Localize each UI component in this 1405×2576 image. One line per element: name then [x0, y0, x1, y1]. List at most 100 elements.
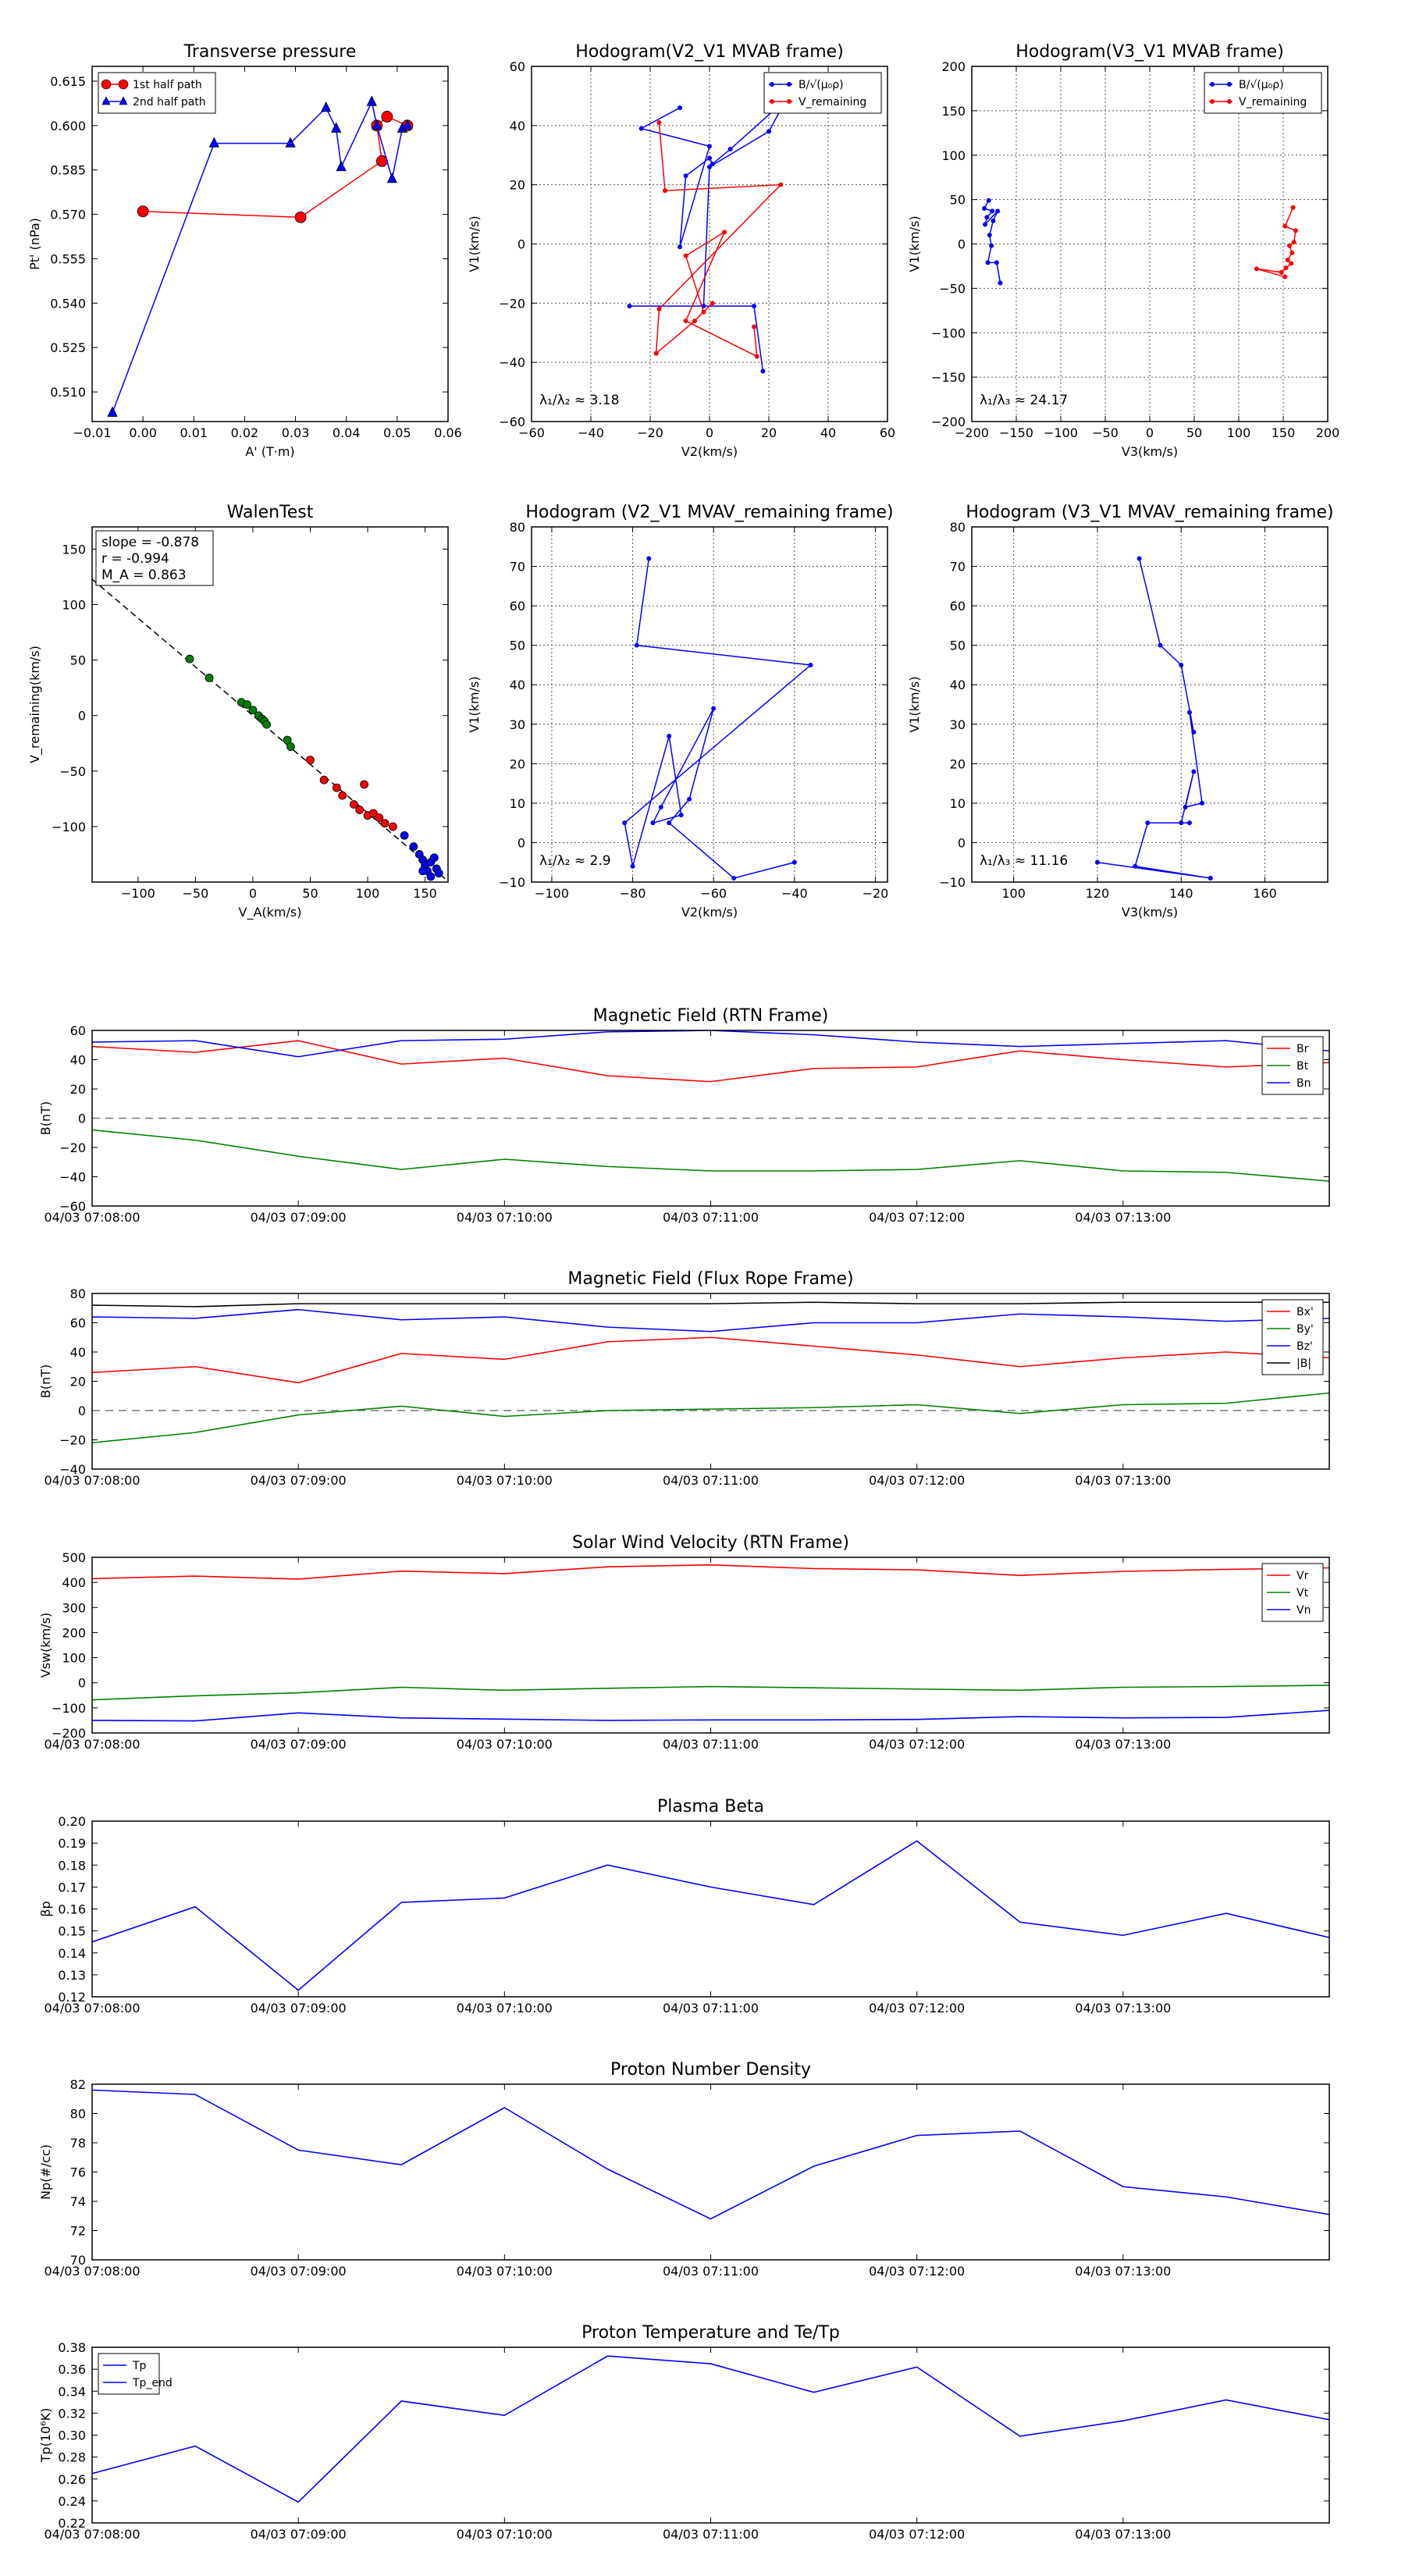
- legend-label: B/√(μ₀ρ): [1239, 79, 1284, 91]
- data-point-group2: [306, 756, 315, 764]
- legend-label: Vn: [1297, 1604, 1311, 1617]
- series-line-2nd half path: [112, 100, 408, 413]
- y-tick-label: 0.540: [50, 296, 86, 311]
- chart-proton_temperature: Proton Temperature and Te/Tp 04/03 07:08:…: [38, 2323, 1330, 2542]
- y-tick-label: 300: [62, 1600, 86, 1615]
- data-point-V: [687, 796, 692, 802]
- legend-marker: [1210, 99, 1215, 104]
- data-point-V_remaining: [683, 253, 688, 258]
- legend-label: |B|: [1297, 1357, 1311, 1370]
- plot-area: [92, 1564, 1329, 1722]
- y-tick-label: −40: [499, 355, 525, 370]
- y-axis-label: B(nT): [38, 1364, 53, 1398]
- x-tick-label: 04/03 07:11:00: [663, 2264, 759, 2279]
- x-tick-label: 04/03 07:08:00: [44, 1210, 140, 1225]
- data-point-B/√(μ₀ρ): [707, 155, 712, 161]
- x-tick-label: 100: [1227, 425, 1251, 440]
- chart-proton_number_density: Proton Number Density 04/03 07:08:00 04/03…: [38, 2060, 1330, 2279]
- x-tick-label: 04/03 07:13:00: [1075, 1473, 1171, 1488]
- y-tick-label: 100: [62, 1651, 86, 1666]
- y-tick-label: 70: [70, 2253, 86, 2268]
- x-tick-label: 50: [302, 886, 318, 901]
- data-point-group2: [355, 806, 365, 814]
- data-point-V: [1186, 710, 1192, 715]
- data-point-V_remaining: [692, 318, 697, 324]
- y-tick-label: 0.615: [50, 74, 86, 89]
- y-tick-label: 150: [62, 542, 86, 557]
- data-point-V_remaining: [754, 354, 759, 359]
- x-tick-label: 04/03 07:12:00: [869, 1737, 965, 1752]
- series-line-V_remaining: [655, 122, 783, 358]
- data-point-group1: [283, 735, 292, 745]
- chart-solar_wind_velocity: Solar Wind Velocity (RTN Frame) 04/03 07:…: [38, 1533, 1330, 1752]
- series-line-1st half path: [143, 116, 408, 219]
- y-tick-label: −10: [939, 875, 966, 890]
- y-tick-label: −100: [931, 326, 966, 340]
- x-tick-label: 04/03 07:11:00: [663, 1210, 759, 1225]
- data-point-group1: [286, 742, 295, 751]
- legend-box: [1261, 1563, 1324, 1622]
- legend-label: 1st half path: [133, 79, 202, 91]
- y-tick-label: 10: [950, 796, 966, 811]
- y-tick-label: 0.24: [58, 2494, 86, 2509]
- x-tick-label: −100: [535, 886, 569, 901]
- y-tick-label: 0.18: [58, 1858, 86, 1873]
- x-tick-label: 04/03 07:12:00: [869, 1210, 965, 1225]
- y-tick-label: 0: [518, 835, 525, 850]
- data-point-V: [1191, 729, 1197, 735]
- chart-hodogram_v3_v1_mvab: Hodogram(V3_V1 MVAB frame) −200 −150 −100 −5…: [907, 42, 1339, 459]
- axes-frame: [91, 1293, 1330, 1470]
- chart-walen_test: WalenTest −100 −50 0 50 100 150 −100 −50 0 50 100 15…: [27, 503, 449, 920]
- x-axis-label: V2(km/s): [681, 905, 738, 920]
- y-tick-label: −200: [52, 1726, 86, 1741]
- data-point-V_remaining: [683, 318, 688, 324]
- data-point-V_remaining: [1283, 265, 1289, 271]
- plot-area: [92, 2089, 1329, 2220]
- data-point-2nd half path: [386, 172, 397, 183]
- x-tick-label: 04/03 07:08:00: [44, 1737, 140, 1752]
- legend: B/√(μ₀ρ) V_remaining: [1204, 72, 1322, 114]
- data-point-V_remaining: [778, 182, 784, 187]
- data-point-V_remaining: [653, 350, 659, 356]
- x-tick-label: −150: [999, 425, 1033, 440]
- data-point-B/√(μ₀ρ): [987, 233, 992, 238]
- axes-frame: [91, 66, 449, 422]
- series-line-V: [624, 558, 813, 879]
- data-point-V: [667, 733, 672, 738]
- y-axis-label: B(nT): [38, 1101, 53, 1135]
- x-tick-label: 0.01: [180, 425, 208, 440]
- x-tick-label: 200: [1316, 425, 1340, 440]
- y-tick-label: 76: [70, 2165, 86, 2180]
- x-tick-label: −60: [518, 425, 545, 440]
- y-tick-label: 0: [78, 709, 86, 724]
- y-tick-label: 50: [510, 639, 525, 653]
- y-tick-label: 200: [941, 59, 966, 74]
- x-tick-label: 04/03 07:10:00: [457, 2001, 553, 2016]
- y-tick-label: −20: [59, 1433, 86, 1448]
- y-axis-label: V1(km/s): [907, 215, 922, 272]
- data-point-V: [630, 863, 635, 869]
- x-tick-label: −200: [955, 425, 989, 440]
- data-point-1st half path: [137, 205, 149, 218]
- x-tick-label: 150: [1272, 425, 1296, 440]
- legend-marker: [101, 96, 111, 105]
- series-line-Bn: [92, 1030, 1329, 1058]
- x-tick-label: 0: [706, 425, 713, 440]
- y-tick-label: 0.20: [58, 1814, 86, 1829]
- axes-frame: [971, 66, 1329, 422]
- data-point-V_remaining: [1286, 243, 1292, 248]
- legend: Br Bt Bn: [1261, 1036, 1324, 1095]
- x-tick-label: 0.06: [434, 425, 462, 440]
- data-point-V: [678, 813, 684, 818]
- x-tick-label: 0.00: [129, 425, 157, 440]
- chart-title: Proton Temperature and Te/Tp: [582, 2323, 840, 2343]
- y-tick-label: 0.38: [58, 2340, 86, 2355]
- x-axis-label: V3(km/s): [1122, 905, 1178, 920]
- y-tick-label: 0.13: [58, 1968, 86, 1983]
- data-point-V_remaining: [1254, 266, 1259, 272]
- y-axis-label: Vsw(km/s): [38, 1613, 53, 1678]
- data-point-group3: [418, 866, 428, 876]
- y-tick-label: 80: [950, 520, 966, 535]
- y-tick-label: 80: [510, 520, 525, 535]
